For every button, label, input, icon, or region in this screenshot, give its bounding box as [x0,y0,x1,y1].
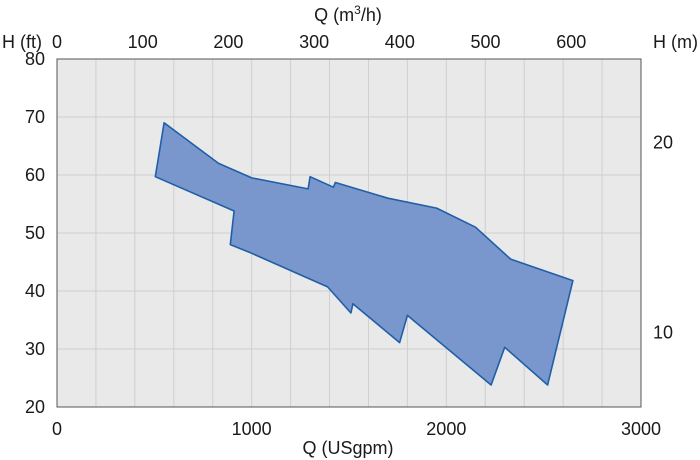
x-bottom-tick-label: 1000 [232,419,272,439]
y-left-tick-label: 20 [25,397,45,417]
y-left-tick-label: 50 [25,223,45,243]
y-left-tick-label: 40 [25,281,45,301]
x-bottom-tick-label: 2000 [426,419,466,439]
x-top-tick-label: 100 [128,32,158,52]
plot-border [56,58,642,408]
y-right-tick-label: 10 [653,323,673,343]
y-right-tick-label: 20 [653,132,673,152]
x-top-tick-label: 0 [52,32,62,52]
x-axis-label-top: Q (m3/h) [314,3,382,25]
x-axis-label-bottom: Q (USgpm) [302,438,393,458]
y-left-tick-label: 70 [25,107,45,127]
x-top-tick-label: 500 [471,32,501,52]
x-top-tick-label: 300 [299,32,329,52]
x-top-tick-label: 600 [556,32,586,52]
x-bottom-tick-label: 3000 [621,419,661,439]
y-axis-label-right: H (m) [653,32,698,52]
x-top-tick-label: 400 [385,32,415,52]
x-top-tick-label: 200 [213,32,243,52]
y-left-tick-label: 80 [25,49,45,69]
y-left-tick-label: 30 [25,339,45,359]
y-left-tick-label: 60 [25,165,45,185]
y-axis-label-left: H (ft) [2,32,42,52]
performance-envelope [154,122,574,386]
x-bottom-tick-label: 0 [52,419,62,439]
